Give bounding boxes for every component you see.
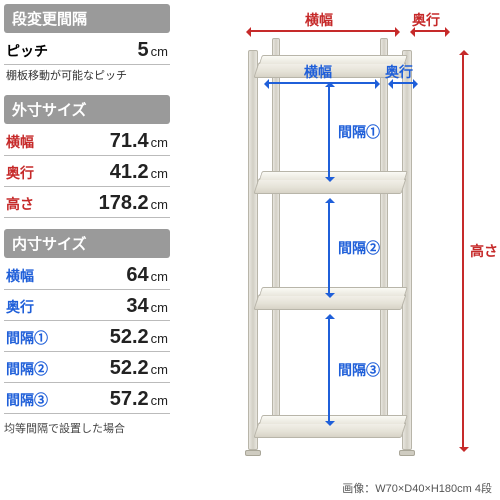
spec-value: 52.2 [68,326,149,349]
spec-key-gap1: 間隔① [6,328,68,348]
spec-value: 52.2 [68,357,149,380]
unit-label: cm [151,300,168,315]
shelf-unit [250,50,410,450]
inner-width-arrow [266,82,378,84]
spec-key-gap3: 間隔③ [6,390,68,410]
outer-depth-arrow [412,30,448,32]
unit-label: cm [151,269,168,284]
shelf-foot [399,450,415,456]
outer-width-label: 横幅 [305,10,333,30]
shelf-post [272,38,280,430]
spec-row: 間隔③ 57.2 cm [4,384,170,414]
outer-height-label: 高さ [470,241,498,261]
spec-value: 41.2 [68,161,149,184]
spec-row: 間隔① 52.2 cm [4,322,170,352]
spec-key-gap2: 間隔② [6,359,68,379]
unit-label: cm [151,393,168,408]
spec-row: ピッチ 5 cm [4,35,170,65]
inner-gap3-arrow [328,316,330,424]
unit-label: cm [151,166,168,181]
inner-gap2-label: 間隔② [338,238,380,258]
inner-gap1-label: 間隔① [338,122,380,142]
inner-gap1-arrow [328,84,330,180]
inner-gap3-label: 間隔③ [338,360,380,380]
spec-row: 横幅 71.4 cm [4,126,170,156]
spec-value: 71.4 [68,130,149,153]
spec-key-width-inner: 横幅 [6,266,68,286]
inner-gap2-arrow [328,200,330,296]
spec-row: 高さ 178.2 cm [4,188,170,218]
spec-row: 間隔② 52.2 cm [4,353,170,383]
spec-value: 57.2 [68,388,149,411]
unit-label: cm [151,44,168,59]
shelf-foot [245,450,261,456]
spec-value: 178.2 [68,192,149,215]
shelf-post [248,50,258,450]
inner-width-label: 横幅 [304,62,332,82]
unit-label: cm [151,135,168,150]
shelf-post [402,50,412,450]
section-header-pitch: 段変更間隔 [4,4,170,33]
unit-label: cm [151,197,168,212]
outer-width-arrow [248,30,398,32]
spec-value: 5 [68,39,149,62]
pitch-note: 棚板移動が可能なピッチ [6,67,170,83]
outer-depth-label: 奥行 [412,10,440,30]
spec-key-width-outer: 横幅 [6,132,68,152]
spec-value: 34 [68,295,149,318]
spec-key-depth-outer: 奥行 [6,163,68,183]
inner-depth-label: 奥行 [385,62,413,82]
spec-key-depth-inner: 奥行 [6,297,68,317]
spec-row: 横幅 64 cm [4,260,170,290]
outer-height-arrow [462,52,464,450]
unit-label: cm [151,362,168,377]
unit-label: cm [151,331,168,346]
inner-depth-arrow [390,82,416,84]
footnote-right: 画像：W70×D40×H180cm 4段 [342,480,492,496]
section-header-outer: 外寸サイズ [4,95,170,124]
spec-row: 奥行 34 cm [4,291,170,321]
shelf-post [380,38,388,430]
footnote-left: 均等間隔で設置した場合 [4,420,170,436]
section-header-inner: 内寸サイズ [4,229,170,258]
spec-key-height-outer: 高さ [6,194,68,214]
spec-row: 奥行 41.2 cm [4,157,170,187]
shelf-diagram: 横幅 奥行 高さ 横幅 奥行 間隔① 間隔② 間隔③ [180,10,490,480]
spec-key-pitch: ピッチ [6,41,68,61]
spec-value: 64 [68,264,149,287]
